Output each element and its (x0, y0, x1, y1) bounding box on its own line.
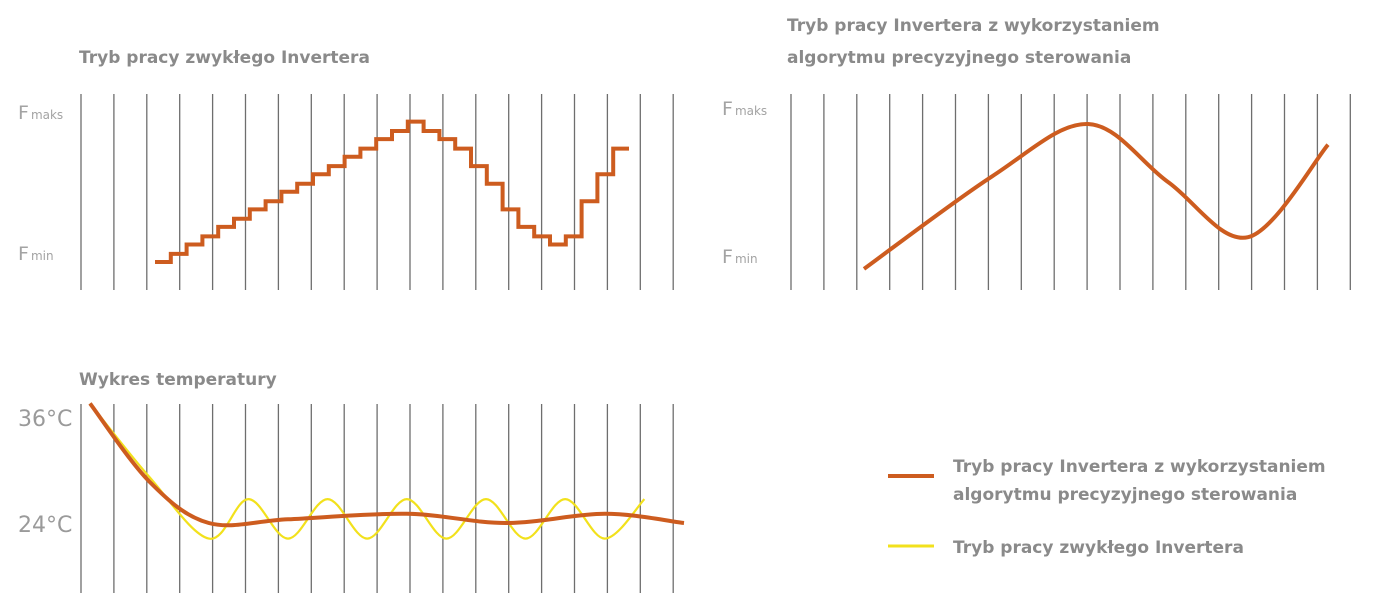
chart-temperature: Wykres temperatury 36°C 24°C (18, 370, 685, 593)
vertical-gridlines (790, 94, 1351, 290)
chart-title: Wykres temperatury (79, 370, 277, 390)
legend: Tryb pracy Invertera z wykorzystaniem al… (888, 457, 1326, 558)
chart-title-line-1: Tryb pracy Invertera z wykorzystaniem (787, 16, 1160, 36)
precise-inverter-temperature-line (88, 402, 685, 528)
vertical-gridlines (80, 94, 674, 290)
smooth-series-line (862, 121, 1330, 271)
step-series-line (155, 119, 629, 264)
normal-inverter-temperature-line (89, 402, 646, 540)
chart-title-line-2: algorytmu precyzyjnego sterowania (787, 48, 1131, 68)
y-tick-24: 24°C (18, 513, 72, 538)
legend-label-normal: Tryb pracy zwykłego Invertera (953, 538, 1244, 558)
vertical-gridlines (80, 404, 674, 593)
legend-label-precise-line-2: algorytmu precyzyjnego sterowania (953, 485, 1297, 505)
y-tick-36: 36°C (18, 407, 72, 432)
legend-label-precise-line-1: Tryb pracy Invertera z wykorzystaniem (953, 457, 1326, 477)
chart-title: Tryb pracy zwykłego Invertera (79, 48, 370, 68)
chart-precise-inverter: Tryb pracy Invertera z wykorzystaniem al… (722, 16, 1351, 290)
